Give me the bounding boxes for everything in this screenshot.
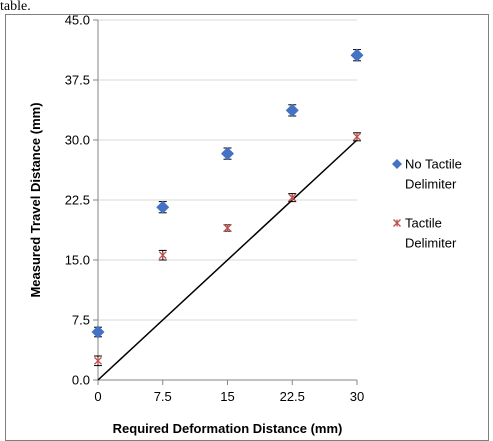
legend-label-line: Delimiter <box>405 236 457 251</box>
legend-label-line: Delimiter <box>405 177 457 192</box>
data-point-diamond <box>392 159 402 169</box>
data-point-diamond <box>91 325 105 339</box>
y-tick-label: 15.0 <box>65 253 90 268</box>
y-tick-label: 37.5 <box>65 73 90 88</box>
y-axis-title: Measured Travel Distance (mm) <box>28 102 43 297</box>
legend-label: Tactile Delimiter <box>405 216 457 251</box>
x-tick-label: 7.5 <box>154 389 172 404</box>
legend-label-line: Tactile <box>405 216 442 231</box>
data-point-diamond <box>221 147 234 161</box>
x-axis-title: Required Deformation Distance (mm) <box>113 421 343 436</box>
chart-border <box>5 14 489 441</box>
legend-entry: Tactile Delimiter <box>393 216 457 251</box>
x-tick-label: 0 <box>94 389 101 404</box>
x-tick-labels: 0 7.5 15 22.5 30 <box>94 389 364 404</box>
data-series <box>91 48 364 367</box>
y-tick-labels: 0.0 7.5 15.0 22.5 30.0 37.5 45.0 <box>65 13 90 388</box>
y-tick-label: 7.5 <box>72 313 90 328</box>
x-tick-label: 30 <box>350 389 364 404</box>
data-point-diamond <box>156 200 170 214</box>
y-tick-label: 0.0 <box>72 373 90 388</box>
legend: No Tactile Delimiter Tactile Delimiter <box>392 157 462 251</box>
y-tick-label: 22.5 <box>65 193 90 208</box>
legend-label-line: No Tactile <box>405 157 462 172</box>
reference-line <box>97 139 358 381</box>
y-tick-label: 45.0 <box>65 13 90 28</box>
data-point-diamond <box>350 48 364 62</box>
y-tick-label: 30.0 <box>65 133 90 148</box>
data-point-diamond <box>285 103 299 117</box>
x-tick-label: 22.5 <box>280 389 305 404</box>
gridlines <box>98 19 357 321</box>
top-text-fragment: table. <box>0 0 31 14</box>
series-0 <box>91 48 364 339</box>
legend-label: No Tactile Delimiter <box>405 157 462 192</box>
axes <box>93 19 358 385</box>
legend-entry: No Tactile Delimiter <box>392 157 462 192</box>
x-tick-label: 15 <box>220 389 234 404</box>
series-1 <box>94 132 361 367</box>
